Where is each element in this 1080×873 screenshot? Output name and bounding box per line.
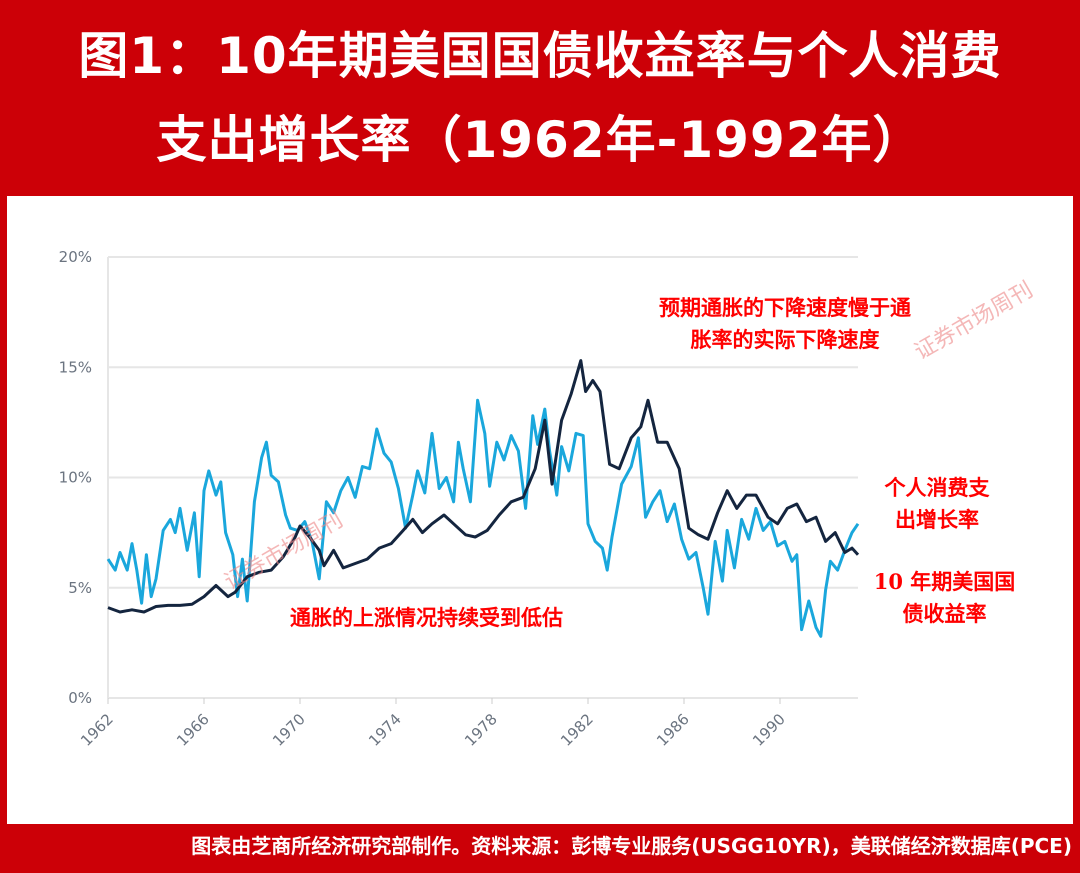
x-tick-label: 1962: [77, 710, 117, 750]
y-tick-label: 0%: [68, 689, 92, 707]
title-line-1: 图1：10年期美国国债收益率与个人消费: [78, 27, 1002, 85]
annotation-line: 预期通胀的下降速度慢于通: [659, 295, 911, 320]
chart-title: 图1：10年期美国国债收益率与个人消费 支出增长率（1962年-1992年）: [0, 0, 1080, 195]
x-tick-label: 1974: [365, 710, 405, 750]
watermark: 证券市场周刊: [221, 508, 348, 596]
legend-line: 个人消费支: [884, 475, 990, 500]
annotation-line: 胀率的实际下降速度: [690, 327, 880, 352]
series-line-yield: [107, 359, 860, 614]
legend-line: 10 年期美国国: [873, 569, 1016, 594]
annotation-expected-inflation: 预期通胀的下降速度慢于通 胀率的实际下降速度: [620, 292, 950, 356]
y-tick-label: 10%: [59, 469, 92, 487]
legend-line: 出增长率: [895, 507, 979, 532]
series-line-pce: [106, 398, 860, 638]
y-tick-label: 15%: [59, 358, 92, 376]
x-tick-label: 1966: [173, 710, 213, 750]
annotation-inflation-underestimated: 通胀的上涨情况持续受到低估: [290, 605, 563, 630]
legend-line: 债收益率: [902, 601, 987, 626]
title-line-2: 支出增长率（1962年-1992年）: [156, 111, 924, 169]
x-tick-label: 1982: [557, 710, 597, 750]
legend-label-yield: 10 年期美国国 债收益率: [862, 566, 1027, 630]
x-tick-label: 1970: [269, 710, 309, 750]
y-tick-label: 20%: [59, 248, 92, 266]
x-tick-label: 1990: [749, 710, 789, 750]
chart-panel: [7, 196, 1073, 824]
y-tick-label: 5%: [68, 579, 92, 597]
x-tick-label: 1978: [461, 710, 501, 750]
legend-label-pce: 个人消费支 出增长率: [862, 472, 1012, 536]
source-footer: 图表由芝商所经济研究部制作。资料来源：彭博专业服务(USGG10YR)，美联储经…: [191, 834, 1072, 858]
x-tick-label: 1986: [653, 710, 693, 750]
